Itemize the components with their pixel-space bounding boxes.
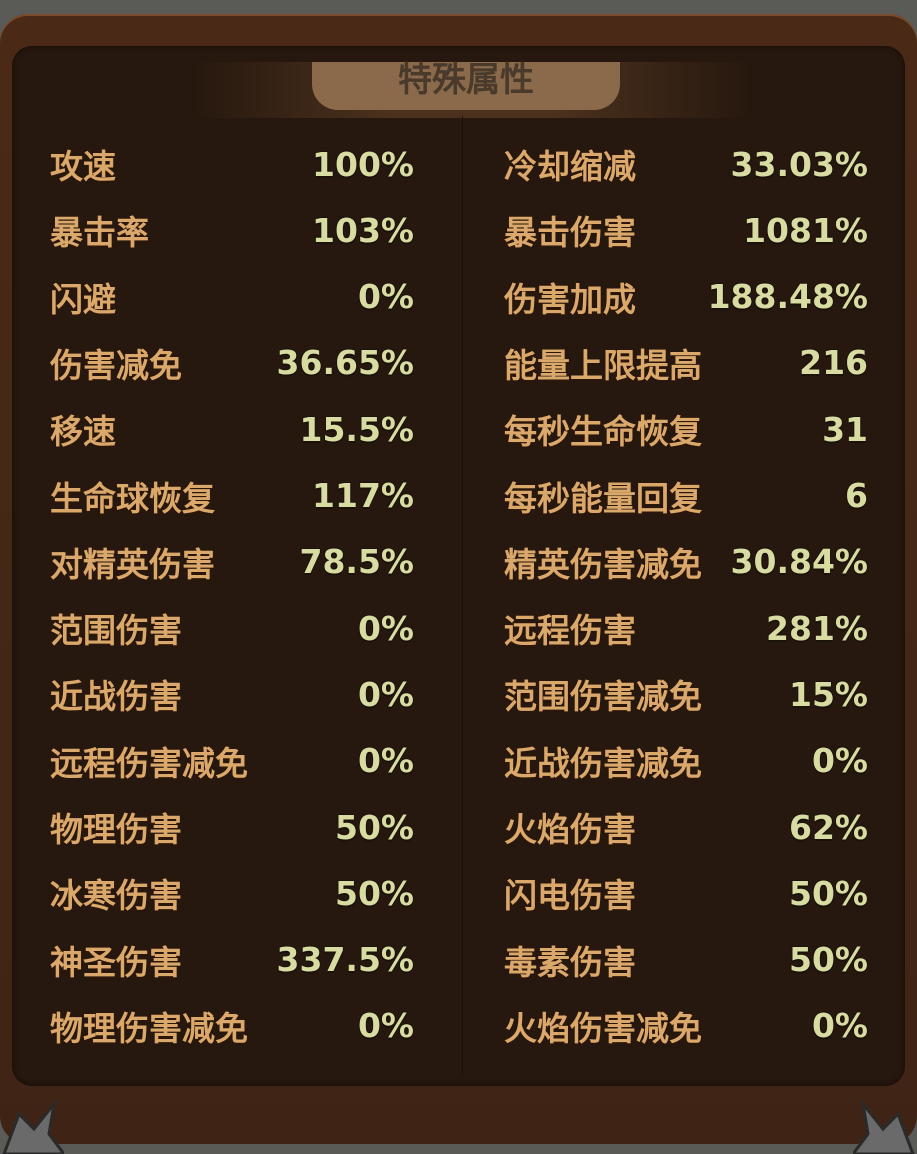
stat-label: 物理伤害减免: [50, 1008, 248, 1048]
stat-value: 1081%: [743, 210, 868, 250]
stat-label: 闪电伤害: [504, 876, 636, 916]
stat-value: 0%: [811, 1006, 868, 1046]
stat-label: 暴击率: [50, 213, 149, 253]
stat-row: 物理伤害减免 0%: [50, 996, 414, 1056]
stat-label: 物理伤害: [50, 810, 182, 849]
stat-value: 103%: [312, 210, 414, 250]
stat-label: 伤害加成: [504, 279, 636, 319]
stat-row: 暴击率 103%: [50, 200, 414, 260]
stat-value: 15%: [789, 674, 868, 714]
stat-label: 毒素伤害: [504, 942, 636, 982]
stat-label: 闪避: [50, 279, 116, 319]
stat-label: 火焰伤害减免: [504, 1008, 702, 1048]
stat-row: 伤害减免 36.65%: [50, 333, 414, 393]
stat-row: 冰寒伤害 50%: [50, 863, 414, 923]
panel-title: 特殊属性: [312, 62, 620, 110]
stat-row: 火焰伤害 62%: [504, 797, 868, 857]
stat-row: 冷却缩减 33.03%: [504, 134, 868, 194]
stat-value: 78.5%: [299, 542, 415, 582]
stat-label: 火焰伤害: [504, 810, 636, 849]
stat-value: 216: [799, 343, 868, 383]
stat-row: 伤害加成 188.48%: [504, 267, 868, 327]
stat-row: 神圣伤害 337.5%: [50, 930, 414, 990]
stat-label: 远程伤害: [504, 611, 636, 651]
stat-label: 每秒生命恢复: [504, 412, 702, 452]
special-attributes-panel: 特殊属性 攻速 100% 暴击率 103% 闪避 0% 伤害减免 36.65% 移速 15.5% 生…: [12, 46, 905, 1086]
column-divider: [462, 116, 463, 1076]
corner-ornament-icon: [853, 1098, 916, 1154]
stat-value: 50%: [789, 873, 868, 913]
stat-row: 物理伤害 50%: [50, 797, 414, 857]
stat-label: 远程伤害减免: [50, 743, 248, 783]
stat-row: 范围伤害减免 15%: [504, 664, 868, 724]
stat-row: 闪电伤害 50%: [504, 863, 868, 923]
stat-row: 暴击伤害 1081%: [504, 200, 868, 260]
stat-value: 15.5%: [299, 409, 415, 449]
stat-row: 精英伤害减免 30.84%: [504, 532, 868, 592]
stat-label: 伤害减免: [50, 345, 182, 385]
stat-value: 50%: [335, 873, 414, 913]
stat-value: 100%: [312, 144, 414, 184]
stats-window-frame: 特殊属性 攻速 100% 暴击率 103% 闪避 0% 伤害减免 36.65% 移速 15.5% 生…: [0, 14, 917, 1154]
stat-row: 火焰伤害减免 0%: [504, 996, 868, 1056]
stat-row: 攻速 100%: [50, 134, 414, 194]
stat-value: 6: [845, 476, 868, 515]
stat-value: 0%: [811, 741, 868, 781]
stat-row: 近战伤害减免 0%: [504, 731, 868, 791]
stat-label: 生命球恢复: [50, 478, 215, 518]
stat-label: 移速: [50, 412, 116, 452]
stat-label: 近战伤害: [50, 677, 182, 717]
stat-label: 近战伤害减免: [504, 743, 702, 783]
stat-value: 31: [822, 409, 868, 449]
stat-label: 暴击伤害: [504, 213, 636, 253]
stat-label: 神圣伤害: [50, 942, 182, 982]
stat-label: 精英伤害减免: [504, 544, 702, 584]
stat-value: 281%: [766, 608, 868, 648]
stat-label: 范围伤害: [50, 611, 182, 651]
stat-row: 远程伤害 281%: [504, 598, 868, 658]
stat-value: 0%: [357, 608, 414, 648]
stat-row: 生命球恢复 117%: [50, 466, 414, 526]
stat-value: 0%: [357, 741, 414, 781]
stat-row: 移速 15.5%: [50, 399, 414, 459]
stat-row: 闪避 0%: [50, 267, 414, 327]
stat-label: 冰寒伤害: [50, 876, 182, 916]
stat-value: 188.48%: [707, 277, 868, 317]
stat-value: 0%: [357, 1006, 414, 1046]
stat-value: 33.03%: [730, 144, 868, 184]
stat-label: 能量上限提高: [504, 345, 702, 385]
stat-value: 117%: [312, 476, 414, 515]
stat-row: 每秒生命恢复 31: [504, 399, 868, 459]
stat-label: 每秒能量回复: [504, 478, 702, 518]
stat-value: 0%: [357, 277, 414, 317]
stat-value: 50%: [789, 940, 868, 980]
stat-row: 每秒能量回复 6: [504, 466, 868, 526]
stat-value: 337.5%: [276, 940, 414, 980]
stat-row: 毒素伤害 50%: [504, 930, 868, 990]
stat-value: 50%: [335, 807, 414, 847]
stat-row: 近战伤害 0%: [50, 664, 414, 724]
stat-label: 对精英伤害: [50, 544, 215, 584]
stat-row: 范围伤害 0%: [50, 598, 414, 658]
stat-value: 62%: [789, 807, 868, 847]
stat-label: 冷却缩减: [504, 147, 636, 186]
stat-row: 远程伤害减免 0%: [50, 731, 414, 791]
stat-value: 36.65%: [276, 343, 414, 383]
stat-value: 0%: [357, 674, 414, 714]
stat-label: 攻速: [50, 147, 116, 186]
stat-row: 对精英伤害 78.5%: [50, 532, 414, 592]
stat-value: 30.84%: [730, 542, 868, 582]
corner-ornament-icon: [2, 1098, 64, 1154]
stat-label: 范围伤害减免: [504, 677, 702, 717]
stat-row: 能量上限提高 216: [504, 333, 868, 393]
